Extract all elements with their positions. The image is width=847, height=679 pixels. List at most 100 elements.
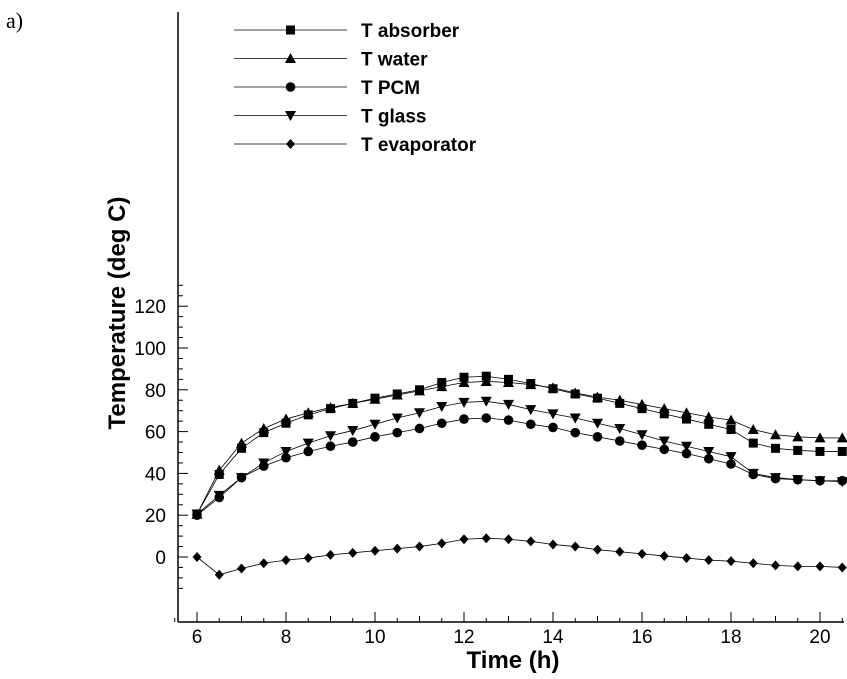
x-tick-label: 6: [192, 627, 203, 648]
data-point-t-glass: [814, 476, 826, 487]
data-point-t-evaporator: [348, 547, 358, 558]
legend-entry-t-absorber: T absorber: [234, 21, 460, 42]
data-point-t-evaporator: [281, 555, 291, 566]
data-point-t-evaporator: [526, 536, 536, 547]
data-point-t-water: [592, 391, 603, 402]
data-point-t-glass: [525, 405, 537, 416]
data-point-t-glass: [770, 473, 781, 484]
data-point-t-water: [302, 407, 314, 418]
series-t-absorber: [192, 371, 847, 519]
data-point-t-water: [525, 379, 537, 390]
data-point-t-water: [703, 411, 715, 422]
legend-label-t-water: T water: [361, 50, 428, 71]
data-point-t-glass: [681, 441, 692, 452]
data-point-t-absorber: [237, 443, 246, 453]
legend-label-t-absorber: T absorber: [361, 21, 460, 42]
legend-label-t-glass: T glass: [361, 107, 426, 128]
legend-marker-t-absorber: [286, 25, 295, 35]
data-point-t-water: [725, 414, 737, 425]
y-tick-label: 120: [134, 297, 166, 318]
data-point-t-water: [681, 407, 692, 418]
data-point-t-water: [836, 432, 847, 443]
data-point-t-water: [569, 387, 581, 398]
data-point-t-glass: [658, 436, 670, 447]
data-point-t-evaporator: [837, 562, 847, 573]
data-point-t-water: [792, 431, 804, 442]
data-point-t-water: [213, 464, 225, 475]
data-point-t-absorber: [748, 438, 758, 448]
data-point-t-water: [658, 403, 670, 414]
data-point-t-glass: [792, 475, 804, 486]
data-point-t-evaporator: [326, 549, 335, 560]
data-point-t-absorber: [771, 443, 780, 453]
data-point-t-evaporator: [392, 543, 402, 554]
data-point-t-pcm: [681, 448, 692, 459]
data-point-t-pcm: [525, 419, 536, 430]
data-point-t-water: [770, 429, 781, 440]
data-point-t-absorber: [726, 425, 736, 435]
data-point-t-evaporator: [682, 553, 691, 564]
data-point-t-water: [503, 376, 514, 387]
data-point-t-pcm: [570, 427, 581, 438]
data-point-t-glass: [213, 490, 225, 501]
x-axis-title: Time (h): [467, 647, 560, 674]
data-point-t-water: [458, 376, 470, 387]
data-point-t-water: [236, 437, 247, 448]
legend-entry-t-evaporator: T evaporator: [234, 135, 477, 156]
data-point-t-glass: [836, 477, 847, 488]
x-tick-label: 8: [281, 627, 292, 648]
legend-label-t-pcm: T PCM: [361, 78, 420, 99]
x-tick-label: 14: [542, 627, 564, 648]
data-point-t-evaporator: [593, 544, 602, 555]
data-point-t-evaporator: [726, 556, 736, 567]
series-t-pcm: [192, 413, 847, 520]
data-point-t-evaporator: [459, 534, 469, 545]
data-point-t-water: [747, 424, 759, 435]
data-point-t-water: [325, 402, 336, 413]
axes: 6 8 10 12 14 16 18 20 0 20 40 60 80 100 120: [134, 12, 844, 648]
series-layer: [191, 371, 847, 580]
data-point-t-water: [614, 394, 626, 405]
data-point-t-pcm: [637, 440, 647, 450]
data-point-t-evaporator: [303, 553, 313, 564]
series-t-glass: [191, 396, 847, 520]
data-point-t-absorber: [815, 446, 825, 456]
data-point-t-glass: [747, 468, 759, 479]
data-point-t-pcm: [325, 441, 336, 452]
data-point-t-water: [391, 389, 403, 400]
data-point-t-evaporator: [504, 534, 513, 545]
data-point-t-evaporator: [370, 545, 380, 556]
data-point-t-pcm: [281, 452, 291, 463]
legend-label-t-evaporator: T evaporator: [361, 135, 477, 156]
data-point-t-glass: [480, 396, 492, 407]
data-point-t-glass: [614, 423, 626, 434]
data-point-t-absorber: [659, 409, 669, 419]
legend: T absorber T water T PCM T glass T evaporato…: [234, 21, 477, 156]
data-point-t-water: [814, 432, 826, 443]
data-point-t-pcm: [414, 423, 425, 434]
data-point-t-water: [369, 393, 381, 404]
x-tick-label: 12: [453, 627, 474, 648]
data-point-t-glass: [436, 402, 448, 413]
data-point-t-evaporator: [771, 560, 780, 571]
y-tick-label: 40: [145, 464, 166, 485]
legend-entry-t-pcm: T PCM: [234, 78, 420, 99]
data-point-t-evaporator: [415, 541, 424, 552]
data-point-t-evaporator: [615, 546, 625, 557]
data-point-t-water: [480, 375, 492, 386]
data-point-t-pcm: [347, 437, 358, 447]
data-point-t-glass: [280, 446, 292, 457]
data-point-t-evaporator: [659, 550, 669, 561]
data-point-t-pcm: [303, 446, 314, 457]
data-point-t-glass: [325, 431, 336, 442]
y-axis-title: Temperature (deg C): [104, 197, 131, 430]
data-point-t-glass: [725, 452, 737, 463]
data-point-t-pcm: [726, 459, 736, 469]
legend-entry-t-water: T water: [234, 50, 428, 71]
data-point-t-evaporator: [815, 561, 825, 572]
data-point-t-absorber: [704, 419, 714, 429]
x-tick-label: 16: [631, 627, 652, 648]
x-tick-label: 18: [720, 627, 741, 648]
data-point-t-glass: [236, 473, 247, 484]
